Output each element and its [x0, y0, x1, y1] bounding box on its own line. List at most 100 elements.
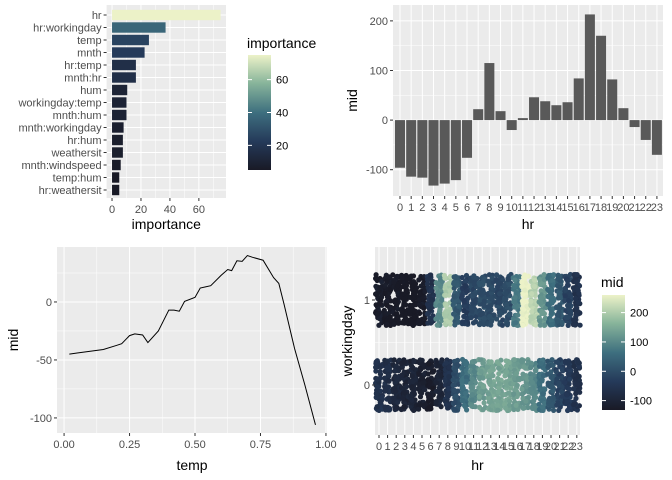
scatter-point	[574, 286, 581, 292]
scatter-point	[394, 316, 400, 322]
x-tick-label: 5	[419, 441, 425, 453]
scatter-point	[417, 357, 423, 363]
scatter-point	[377, 399, 384, 405]
scatter-point	[422, 387, 428, 393]
scatter-point	[575, 359, 582, 365]
scatter-point	[494, 316, 500, 322]
scatter-point	[567, 271, 574, 278]
scatter-point	[573, 395, 579, 401]
scatter-point	[537, 277, 543, 283]
hr-bar	[573, 78, 584, 121]
scatter-point	[422, 289, 428, 295]
scatter-point	[446, 374, 452, 380]
scatter-point	[442, 284, 448, 290]
scatter-point	[513, 402, 519, 408]
scatter-point	[461, 402, 467, 408]
scatter-point	[437, 275, 444, 281]
scatter-point	[427, 380, 433, 386]
scatter-point	[503, 379, 509, 385]
scatter-point	[545, 286, 551, 293]
scatter-point	[443, 360, 449, 366]
importance-bar	[112, 47, 145, 58]
y-tick-label: 1	[364, 295, 370, 307]
scatter-point	[469, 392, 475, 398]
scatter-point	[471, 369, 477, 375]
scatter-point	[500, 317, 506, 323]
scatter-point	[481, 321, 487, 327]
scatter-point	[510, 381, 516, 387]
scatter-point	[564, 399, 570, 405]
scatter-point	[528, 365, 534, 371]
scatter-point	[410, 273, 417, 279]
scatter-point	[546, 398, 552, 404]
x-tick-label: 60	[193, 204, 205, 216]
scatter-point	[435, 312, 442, 318]
scatter-point	[520, 301, 526, 307]
x-tick-label: 14	[493, 441, 505, 453]
scatter-point	[395, 399, 401, 405]
scatter-point	[442, 313, 448, 319]
scatter-point	[463, 368, 469, 374]
x-tick-label: 10	[506, 202, 518, 214]
scatter-point	[410, 379, 416, 385]
x-tick-label: 9	[497, 202, 503, 214]
scatter-point	[401, 389, 407, 395]
scatter-point	[468, 380, 474, 387]
scatter-point	[391, 279, 397, 285]
scatter-point	[426, 320, 432, 326]
importance-bar	[112, 172, 120, 183]
scatter-point	[455, 315, 461, 321]
scatter-point	[379, 394, 385, 401]
scatter-point	[566, 363, 572, 370]
x-tick-label: 20	[135, 204, 147, 216]
scatter-point	[487, 313, 493, 320]
scatter-point	[564, 392, 570, 398]
x-tick-label: 22	[562, 441, 574, 453]
hr-bar	[607, 79, 618, 121]
scatter-point	[515, 406, 521, 412]
scatter-point	[496, 300, 503, 306]
scatter-point	[507, 398, 513, 404]
scatter-point	[503, 301, 510, 307]
scatter-point	[485, 304, 491, 310]
scatter-point	[374, 404, 380, 410]
scatter-point	[532, 283, 538, 290]
x-tick-label: 17	[519, 441, 531, 453]
x-tick-label: 0	[109, 204, 115, 216]
importance-bar	[112, 72, 136, 83]
scatter-point	[496, 365, 502, 371]
x-tick-label: 2	[419, 202, 425, 214]
scatter-point	[425, 371, 431, 377]
scatter-point	[551, 282, 557, 288]
scatter-point	[565, 314, 571, 320]
x-tick-label: 1	[408, 202, 414, 214]
mid-legend-title: mid	[601, 274, 624, 290]
scatter-point	[408, 304, 414, 310]
scatter-point	[554, 318, 561, 325]
scatter-point	[382, 290, 388, 297]
x-tick-label: 11	[517, 202, 528, 214]
x-tick-label: 7	[475, 202, 481, 214]
scatter-point	[540, 373, 547, 379]
scatter-point	[489, 318, 495, 324]
scatter-point	[373, 302, 379, 308]
scatter-point	[412, 308, 418, 314]
hr-bar	[629, 120, 640, 128]
scatter-point	[566, 298, 572, 304]
x-tick-label: 6	[464, 202, 470, 214]
scatter-point	[577, 322, 583, 328]
scatter-point	[422, 316, 428, 322]
scatter-point	[545, 371, 551, 377]
scatter-point	[478, 369, 484, 375]
scatter-point	[495, 389, 501, 395]
scatter-point	[574, 272, 580, 278]
x-tick-label: 6	[428, 441, 434, 453]
scatter-point	[446, 364, 452, 370]
scatter-point	[529, 309, 535, 315]
x-tick-label: 8	[486, 202, 492, 214]
scatter-point	[433, 399, 439, 405]
y-axis-title: mid	[5, 329, 21, 352]
scatter-point	[545, 275, 551, 281]
scatter-point	[485, 395, 491, 401]
temp-effect-line	[69, 255, 316, 426]
